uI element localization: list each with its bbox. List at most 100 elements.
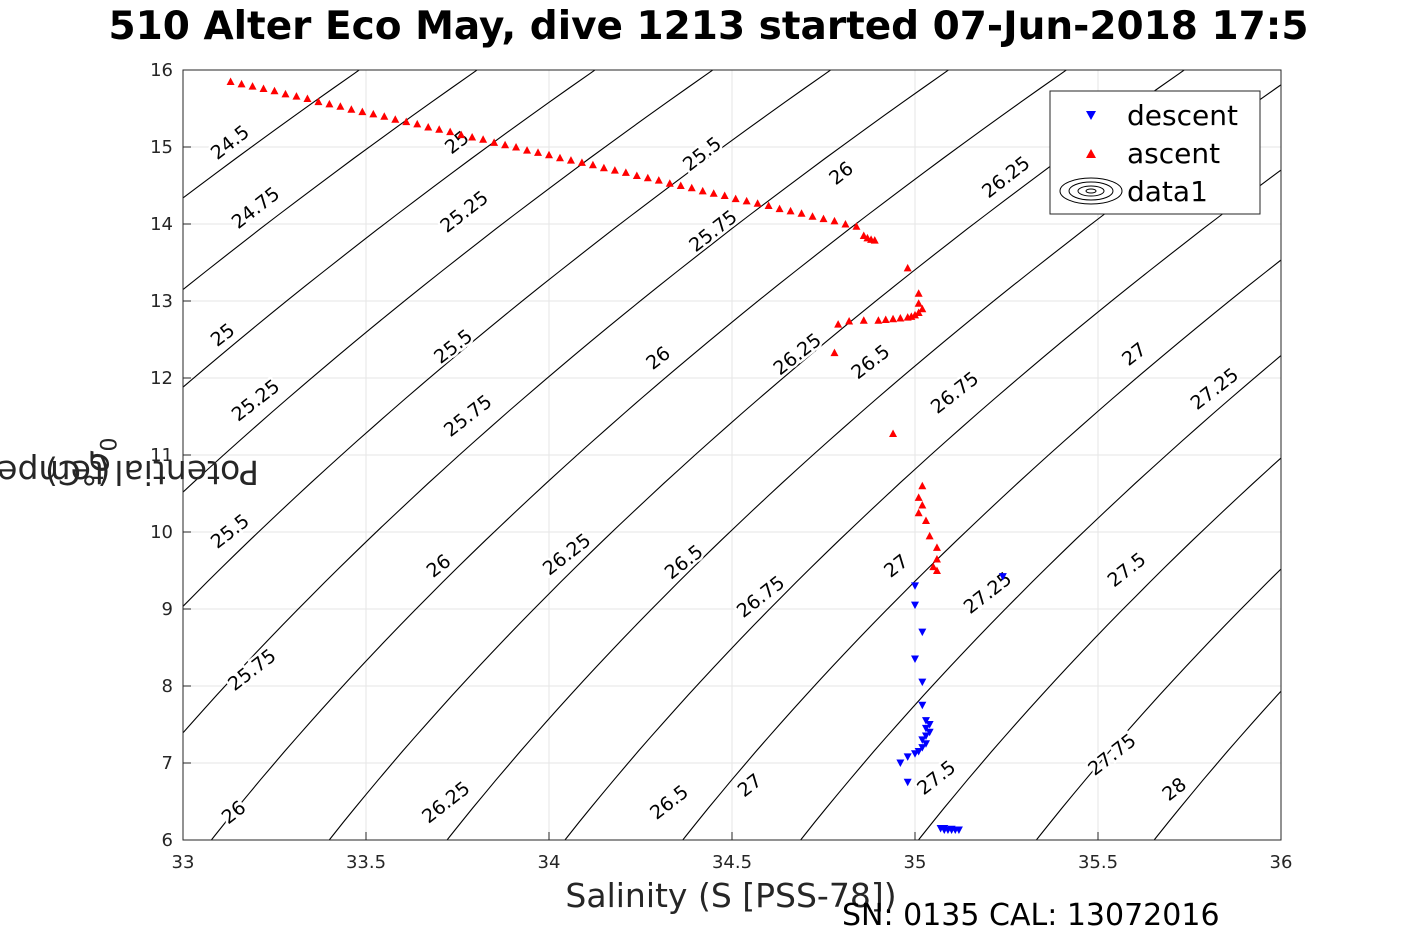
ascent-point	[709, 189, 718, 197]
y-tick-label: 11	[150, 445, 173, 466]
ascent-point	[914, 493, 923, 501]
ascent-point	[932, 554, 941, 563]
ascent-point	[577, 158, 586, 166]
descent-point	[925, 721, 934, 729]
ascent-point	[457, 130, 466, 139]
ascent-point	[845, 317, 854, 325]
ascent-point	[555, 153, 564, 162]
descent-point	[921, 732, 930, 741]
ascent-point	[698, 186, 707, 195]
descent-point	[918, 678, 927, 687]
ascent-point	[896, 313, 905, 322]
ascent-point	[435, 125, 444, 133]
density-contour-line	[1153, 690, 1281, 840]
legend-contour-icon	[1059, 177, 1123, 205]
descent-point	[903, 778, 912, 787]
ascent-point	[889, 314, 898, 323]
x-tick-label: 33.5	[346, 852, 386, 873]
ascent-point	[775, 204, 784, 213]
ascent-point	[248, 82, 257, 90]
ascent-point	[303, 94, 312, 102]
ascent-point	[918, 481, 927, 490]
ascent-point	[903, 313, 912, 321]
ascent-point	[731, 194, 740, 203]
ascent-point	[468, 132, 477, 141]
ascent-point	[914, 299, 923, 307]
descent-point	[921, 717, 930, 725]
y-tick-label: 8	[162, 676, 173, 697]
ascent-point	[665, 179, 674, 187]
ascent-point	[925, 531, 934, 540]
descent-point	[925, 728, 934, 737]
serial-calibration-footer: SN: 0135 CAL: 13072016	[842, 898, 1220, 933]
ascent-point	[501, 140, 510, 149]
ascent-point	[819, 214, 828, 223]
ascent-point	[914, 289, 923, 297]
descent-point	[918, 744, 927, 752]
ascent-point	[632, 171, 641, 179]
y-tick-label: 16	[150, 60, 173, 81]
y-tick-label: 12	[150, 368, 173, 389]
ascent-point	[314, 97, 323, 106]
x-tick-label: 36	[1270, 852, 1293, 873]
ascent-point	[336, 102, 345, 110]
y-tick-label: 9	[162, 599, 173, 620]
y-tick-label: 13	[150, 291, 173, 312]
density-contour-line	[183, 70, 714, 493]
ascent-point	[347, 105, 356, 113]
x-tick-label: 34.5	[712, 852, 752, 873]
descent-point	[921, 724, 930, 733]
ascent-point	[588, 160, 597, 169]
ascent-point	[512, 143, 521, 151]
x-axis-ticks: 33 33.5 34 34.5 35 35.5 36	[172, 832, 1293, 873]
ascent-point	[903, 263, 912, 272]
ascent-point	[369, 109, 378, 118]
ascent-point	[764, 201, 773, 210]
ascent-point	[281, 89, 290, 98]
ascent-point	[834, 320, 843, 328]
ascent-point	[797, 209, 806, 217]
x-tick-label: 33	[172, 852, 195, 873]
ascent-point	[643, 173, 652, 182]
ascent-point	[914, 508, 923, 517]
ascent-point	[226, 77, 235, 86]
descent-point	[921, 740, 930, 748]
legend-ascent-label: ascent	[1127, 137, 1220, 170]
chart-title: 510 Alter Eco May, dive 1213 started 07-…	[108, 4, 1309, 49]
x-tick-label: 35	[904, 852, 927, 873]
ascent-point	[932, 566, 941, 574]
descent-point	[911, 750, 919, 758]
ascent-point	[676, 181, 685, 189]
ascent-point	[490, 138, 499, 146]
ascent-point	[921, 516, 930, 524]
data-points	[226, 77, 1007, 834]
y-tick-label: 15	[150, 137, 173, 158]
ascent-point	[932, 543, 941, 551]
descent-point	[998, 573, 1007, 581]
ascent-point	[545, 150, 553, 159]
ascent-point	[918, 304, 927, 313]
density-contour-line	[183, 70, 596, 388]
ascent-point	[292, 92, 301, 100]
legend-descent-label: descent	[1127, 99, 1238, 132]
ascent-point	[830, 348, 839, 357]
ascent-point	[237, 79, 246, 88]
ascent-point	[566, 156, 575, 164]
ascent-point	[720, 191, 729, 200]
ascent-point	[841, 220, 850, 228]
y-tick-label: 6	[162, 830, 173, 851]
ascent-point	[929, 562, 938, 571]
density-contour-line	[799, 354, 1281, 840]
descent-point	[918, 701, 927, 710]
ascent-point	[889, 429, 898, 437]
ascent-point	[753, 199, 762, 207]
descent-point	[918, 736, 927, 744]
ascent-point	[358, 107, 367, 116]
descent-point	[911, 582, 919, 590]
y-axis-ticks: 6 7 8 9 10 11 12 13 14 15 16	[150, 60, 191, 851]
ascent-point	[852, 222, 861, 230]
density-contour-line	[328, 70, 1186, 840]
descent-point	[914, 747, 923, 756]
density-contour-line	[682, 259, 1281, 840]
